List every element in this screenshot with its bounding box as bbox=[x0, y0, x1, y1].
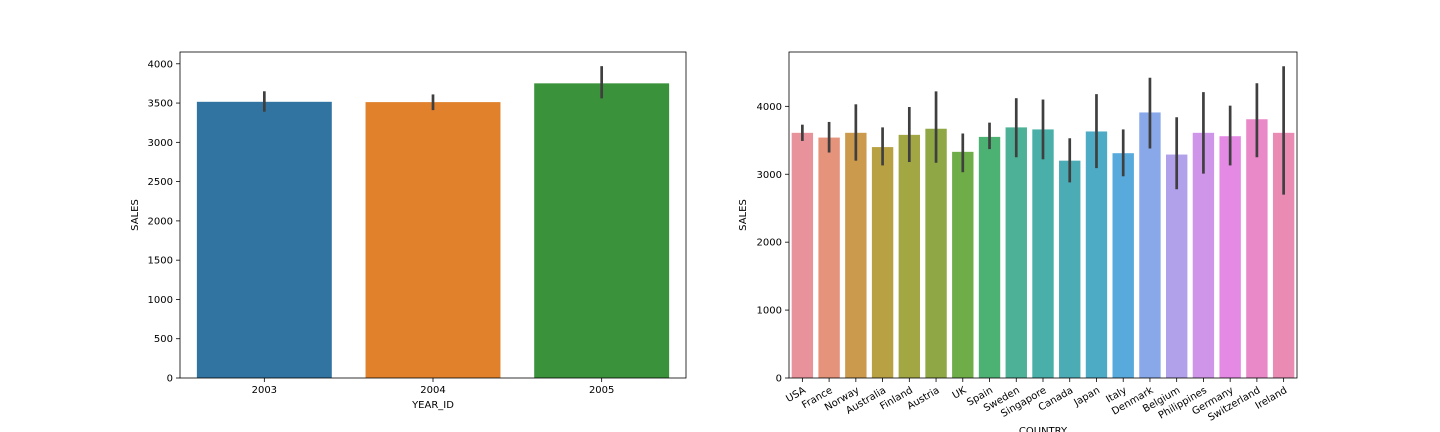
bar-switzerland bbox=[1246, 119, 1268, 379]
bar-usa bbox=[791, 132, 814, 378]
bar-australia bbox=[871, 147, 894, 378]
y-axis-label: SALES bbox=[130, 199, 141, 231]
bar-2003 bbox=[196, 101, 332, 378]
bar-denmark bbox=[1139, 112, 1161, 378]
bar-sweden bbox=[1005, 127, 1027, 378]
y-tick-label: 1000 bbox=[757, 306, 782, 317]
bar-austria bbox=[925, 128, 947, 378]
bar-france bbox=[818, 137, 840, 378]
bar-spain bbox=[978, 136, 1001, 378]
y-tick-label: 3000 bbox=[148, 138, 173, 149]
x-axis-label: COUNTRY bbox=[1019, 426, 1068, 432]
y-tick-label: 500 bbox=[154, 334, 173, 345]
bar-norway bbox=[845, 132, 867, 378]
y-axis-label: SALES bbox=[738, 199, 749, 231]
bar-uk bbox=[952, 151, 974, 378]
x-tick-label: 2005 bbox=[589, 385, 614, 396]
y-tick-label: 3000 bbox=[757, 170, 782, 181]
bar-ireland bbox=[1272, 132, 1295, 378]
y-tick-label: 4000 bbox=[148, 59, 173, 70]
y-tick-label: 2000 bbox=[757, 238, 782, 249]
bar-germany bbox=[1219, 136, 1241, 378]
x-tick-label: Japan bbox=[1071, 385, 1102, 409]
bar-belgium bbox=[1165, 154, 1188, 378]
bar-2005 bbox=[534, 83, 670, 378]
y-tick-label: 4000 bbox=[757, 102, 782, 113]
y-tick-label: 2000 bbox=[148, 216, 173, 227]
bar-canada bbox=[1059, 160, 1081, 378]
bar-singapore bbox=[1032, 129, 1054, 378]
y-tick-label: 0 bbox=[776, 374, 782, 385]
y-tick-label: 1500 bbox=[148, 256, 173, 267]
x-axis-label: YEAR_ID bbox=[411, 400, 454, 411]
bar-finland bbox=[898, 134, 921, 378]
bar-philippines bbox=[1192, 132, 1215, 378]
y-tick-label: 1000 bbox=[148, 295, 173, 306]
y-tick-label: 2500 bbox=[148, 177, 173, 188]
y-tick-label: 0 bbox=[167, 374, 173, 385]
bar-2004 bbox=[365, 102, 501, 379]
bar-japan bbox=[1085, 131, 1108, 378]
y-tick-label: 3500 bbox=[148, 99, 173, 110]
chart-sales-by-year: 0 500 1000 1500 2000 2500 3000 3500 4000 2003 2004… bbox=[130, 51, 687, 411]
x-tick-label: 2004 bbox=[420, 385, 445, 396]
x-tick-label: 2003 bbox=[252, 385, 277, 396]
chart-sales-by-country: 01000200030004000USAFranceNorwayAustrali… bbox=[738, 51, 1298, 432]
bar-italy bbox=[1112, 153, 1134, 378]
